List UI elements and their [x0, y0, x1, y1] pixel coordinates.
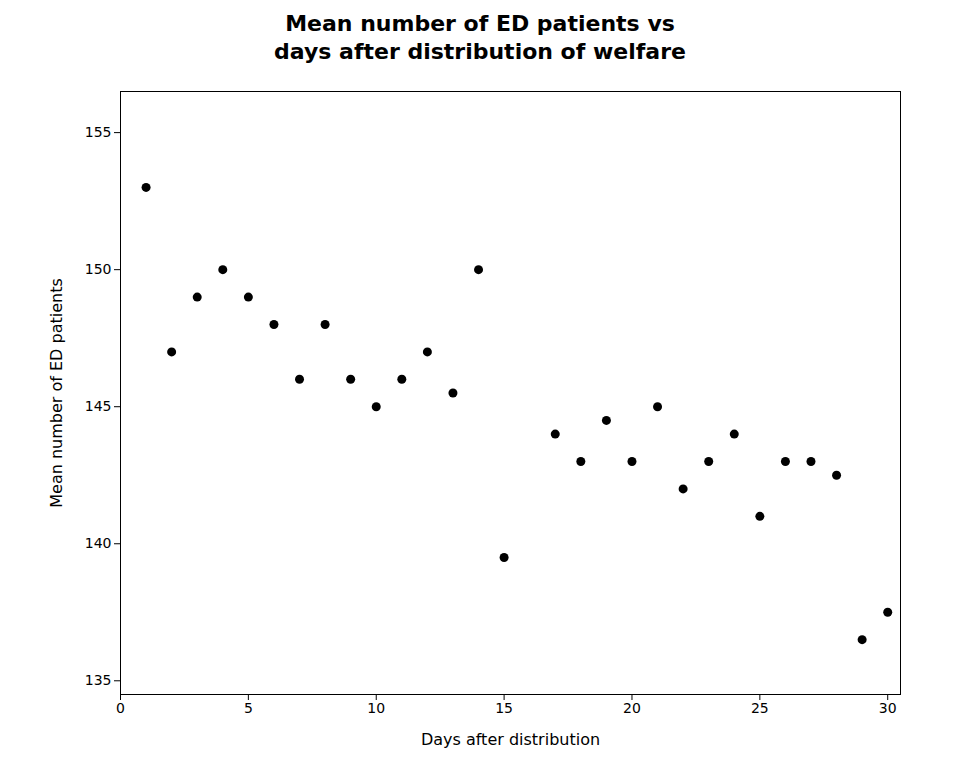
- svg-text:135: 135: [85, 672, 112, 688]
- svg-text:5: 5: [244, 700, 253, 716]
- svg-text:140: 140: [85, 535, 112, 551]
- svg-text:Days after distribution: Days after distribution: [421, 730, 600, 749]
- svg-text:Mean number of ED patients: Mean number of ED patients: [47, 278, 66, 508]
- svg-text:0: 0: [116, 700, 125, 716]
- svg-text:150: 150: [85, 261, 112, 277]
- svg-text:155: 155: [85, 124, 112, 140]
- svg-text:25: 25: [751, 700, 769, 716]
- svg-text:15: 15: [495, 700, 513, 716]
- html-text:Mean number of ED patients vs: Mean number of ED patients vs days after…: [274, 11, 686, 64]
- svg-text:20: 20: [623, 700, 641, 716]
- svg-text:30: 30: [879, 700, 897, 716]
- svg-text:145: 145: [85, 398, 112, 414]
- svg-text:10: 10: [367, 700, 385, 716]
